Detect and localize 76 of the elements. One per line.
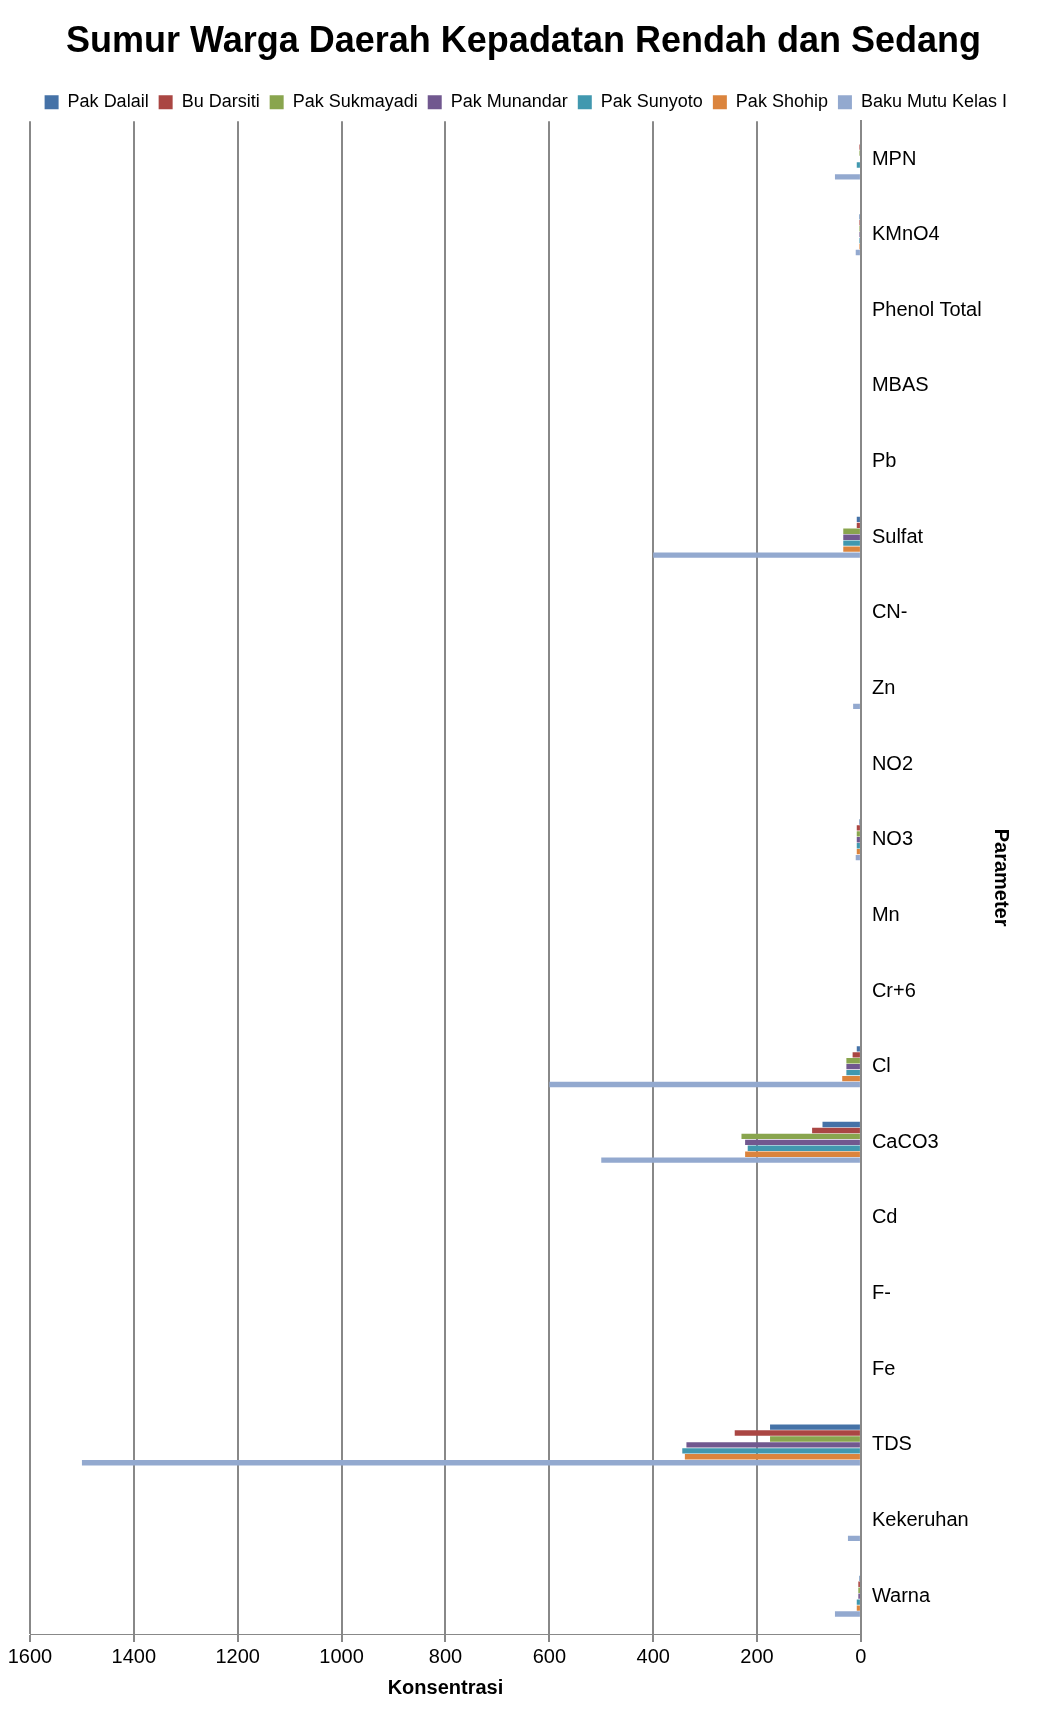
- bar: [847, 1535, 860, 1542]
- y-tick-label: Cd: [871, 1205, 898, 1228]
- x-tick-label: 0: [855, 1644, 867, 1667]
- legend-label: Pak Dalail: [67, 91, 149, 112]
- bar: [745, 1151, 860, 1157]
- bar: [843, 528, 860, 534]
- bar: [856, 1046, 860, 1052]
- y-tick-label: MPN: [871, 146, 917, 169]
- bar: [747, 1145, 860, 1151]
- y-tick-label: CN-: [871, 600, 908, 623]
- x-tick-label: 1600: [7, 1644, 53, 1667]
- x-tick-label: 1400: [111, 1644, 157, 1667]
- y-tick-label: F-: [871, 1281, 891, 1304]
- y-tick-label: NO3: [871, 827, 914, 850]
- y-tick-label: Kekeruhan: [871, 1508, 969, 1531]
- bar: [856, 1599, 860, 1605]
- legend-label: Pak Sukmayadi: [292, 91, 418, 112]
- bar: [856, 162, 860, 168]
- bar: [856, 831, 860, 837]
- bar: [856, 825, 860, 831]
- y-tick-label: KMnO4: [871, 222, 940, 245]
- y-tick-label: NO2: [871, 751, 914, 774]
- bar: [682, 1448, 860, 1454]
- bar: [843, 546, 860, 552]
- bar: [770, 1436, 860, 1442]
- y-tick-label: Fe: [871, 1356, 896, 1379]
- bar: [745, 1139, 860, 1146]
- x-tick-label: 1000: [319, 1644, 364, 1667]
- bar: [855, 854, 860, 861]
- y-axis-title: Parameter: [991, 828, 1014, 927]
- y-tick-label: Warna: [871, 1583, 931, 1606]
- y-tick-label: Mn: [871, 902, 900, 925]
- y-tick-label: Cr+6: [871, 978, 916, 1001]
- y-tick-label: Zn: [871, 676, 896, 699]
- bar: [549, 1081, 860, 1088]
- x-tick-label: 200: [740, 1644, 774, 1667]
- y-tick-label: CaCO3: [871, 1129, 939, 1152]
- bar: [770, 1424, 860, 1430]
- bar: [846, 1064, 860, 1070]
- bar: [741, 1133, 860, 1140]
- y-tick-label: Pb: [871, 449, 897, 472]
- bar: [601, 1157, 860, 1163]
- y-tick-label: MBAS: [871, 373, 929, 396]
- legend-label: Bu Darsiti: [181, 91, 260, 112]
- bar: [843, 534, 860, 540]
- bar: [853, 703, 860, 709]
- y-tick-label: Sulfat: [871, 524, 924, 547]
- legend-label: Baku Mutu Kelas I: [860, 91, 1007, 112]
- bar: [684, 1454, 860, 1460]
- legend-label: Pak Sunyoto: [600, 91, 703, 112]
- bar: [846, 1069, 860, 1076]
- bar: [734, 1430, 860, 1436]
- bar: [81, 1460, 860, 1466]
- bar: [812, 1127, 860, 1134]
- y-tick-label: Phenol Total: [871, 297, 982, 320]
- legend-label: Pak Munandar: [450, 91, 568, 112]
- bar: [842, 1075, 860, 1082]
- bar: [686, 1442, 860, 1448]
- y-tick-label: Cl: [871, 1054, 891, 1077]
- x-tick-label: 1200: [215, 1644, 260, 1667]
- chart-title: Sumur Warga Daerah Kepadatan Rendah dan Sedang: [66, 18, 981, 60]
- x-tick-label: 400: [636, 1644, 670, 1667]
- x-tick-label: 600: [532, 1644, 567, 1667]
- x-tick-label: 800: [428, 1644, 463, 1667]
- bar: [834, 1611, 860, 1617]
- bar: [822, 1121, 860, 1128]
- bar: [834, 174, 860, 180]
- bar: [852, 1052, 860, 1058]
- bar: [843, 540, 860, 546]
- x-axis-title: Konsentrasi: [387, 1675, 504, 1698]
- legend-label: Pak Shohip: [735, 91, 828, 112]
- y-tick-label: TDS: [871, 1432, 912, 1455]
- bar: [855, 249, 860, 256]
- bar: [856, 1605, 860, 1611]
- bar: [846, 1058, 860, 1064]
- bar: [653, 552, 860, 558]
